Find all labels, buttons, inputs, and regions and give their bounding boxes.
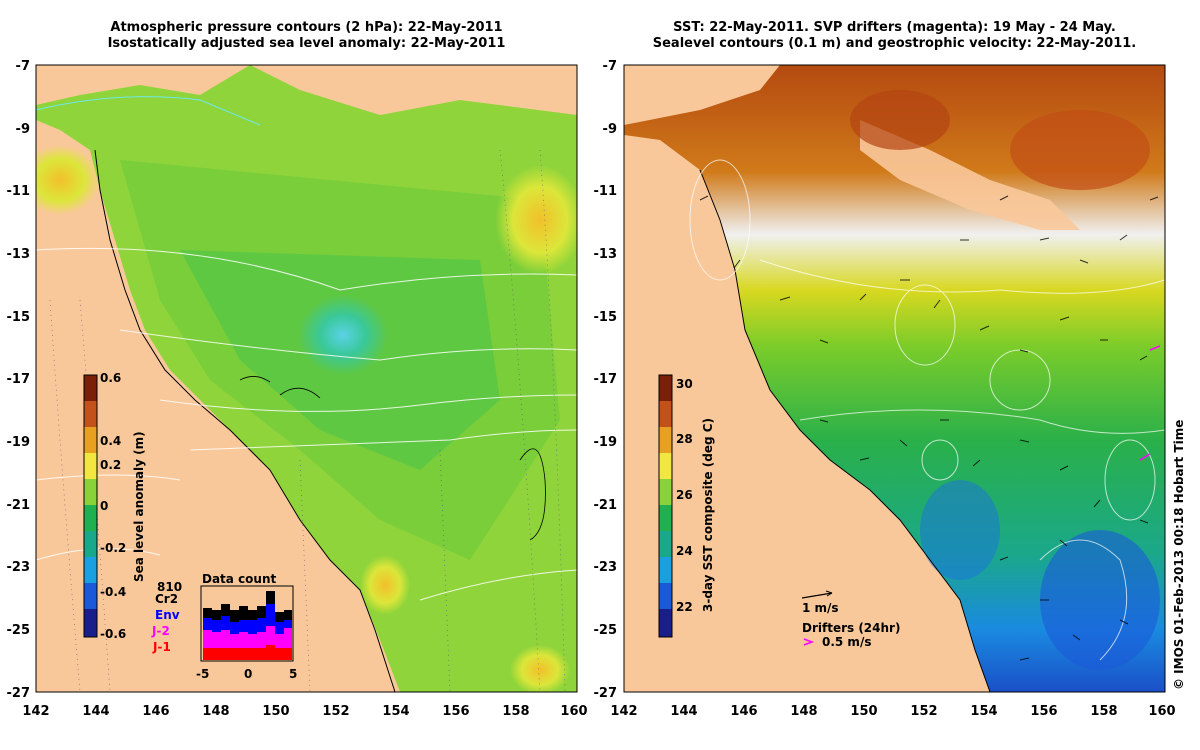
right-cbar-label: 3-day SST composite (deg C) [701,418,715,612]
left-cbar-tick-2: 0.2 [100,458,121,472]
svg-text:148: 148 [202,704,229,719]
svg-text:-17: -17 [594,372,618,387]
drifters-speed-label: 0.5 m/s [822,635,871,649]
left-colorbar: 0.6 0.4 0.2 0 -0.2 -0.4 -0.6 Sea level a… [83,371,146,641]
source-j2: J-2 [151,624,170,638]
drifters-legend-label: Drifters (24hr) [802,621,900,635]
left-map-title: Atmospheric pressure contours (2 hPa): 2… [36,20,577,52]
left-cbar-tick-5: -0.4 [100,585,126,599]
svg-text:160: 160 [560,704,587,719]
right-lon-axis: 142 144 146 148 150 152 154 156 158 160 [610,704,1175,719]
svg-text:-15: -15 [7,310,31,325]
svg-text:-25: -25 [594,623,618,638]
svg-text:-19: -19 [594,435,618,450]
svg-text:158: 158 [502,704,529,719]
left-cbar-tick-0: 0.6 [100,371,121,385]
svg-text:-7: -7 [603,59,617,74]
right-cbar-tick-1: 28 [676,432,693,446]
velocity-legend: 1 m/s Drifters (24hr) 0.5 m/s [801,590,900,649]
svg-text:160: 160 [1148,704,1175,719]
svg-text:-11: -11 [594,184,618,199]
svg-text:150: 150 [262,704,289,719]
svg-text:146: 146 [730,704,757,719]
right-lat-axis: -7 -9 -11 -13 -15 -17 -19 -21 -23 -25 -2… [594,59,618,701]
left-cbar-tick-6: -0.6 [100,627,126,641]
velocity-legend-label: 1 m/s [802,601,839,615]
svg-text:156: 156 [1030,704,1057,719]
right-cbar-tick-0: 30 [676,377,693,391]
svg-text:-19: -19 [7,435,31,450]
source-j1: J-1 [152,640,171,654]
svg-text:142: 142 [610,704,637,719]
left-cbar-label: Sea level anomaly (m) [132,431,146,582]
pressure-contours [36,247,577,601]
left-title-line2: Isostatically adjusted sea level anomaly… [107,36,506,51]
svg-text:-7: -7 [16,59,30,74]
data-count-xtick-1: 0 [244,667,252,681]
svg-text:156: 156 [442,704,469,719]
right-colorbar: 30 28 26 24 22 3-day SST composite (deg … [658,374,715,638]
left-cbar-tick-4: -0.2 [100,541,126,555]
left-lon-axis: 142 144 146 148 150 152 154 156 158 160 [22,704,587,719]
right-title-line1: SST: 22-May-2011. SVP drifters (magenta)… [673,20,1116,35]
svg-text:-21: -21 [7,498,31,513]
svg-text:-17: -17 [7,372,31,387]
right-cbar-tick-4: 22 [676,600,693,614]
left-title-line1: Atmospheric pressure contours (2 hPa): 2… [110,20,503,35]
svg-text:158: 158 [1090,704,1117,719]
left-lat-axis: -7 -9 -11 -13 -15 -17 -19 -21 -23 -25 -2… [7,59,31,701]
data-count-title: Data count [202,572,277,586]
source-cr2: Cr2 [155,592,178,606]
svg-text:-25: -25 [7,623,31,638]
svg-text:152: 152 [910,704,937,719]
svg-text:148: 148 [790,704,817,719]
svg-text:-23: -23 [7,560,31,575]
svg-text:-15: -15 [594,310,618,325]
copyright-text: © IMOS 01-Feb-2013 00:18 Hobart Time [1172,419,1186,690]
svg-text:144: 144 [82,704,109,719]
left-cbar-tick-3: 0 [100,499,108,513]
svg-text:154: 154 [382,704,409,719]
svg-text:152: 152 [322,704,349,719]
right-map [624,65,1165,692]
svg-text:-9: -9 [603,122,617,137]
right-cbar-tick-2: 26 [676,488,693,502]
right-map-title: SST: 22-May-2011. SVP drifters (magenta)… [624,20,1165,52]
source-810: 810 [157,580,182,594]
source-env: Env [155,608,180,622]
right-title-line2: Sealevel contours (0.1 m) and geostrophi… [652,36,1137,51]
svg-text:-13: -13 [594,247,618,262]
svg-text:-9: -9 [16,122,30,137]
svg-text:154: 154 [970,704,997,719]
svg-text:-21: -21 [594,498,618,513]
right-cbar-tick-3: 24 [676,544,693,558]
svg-text:-13: -13 [7,247,31,262]
geostrophic-velocity-arrows [699,195,1159,661]
svg-text:-23: -23 [594,560,618,575]
svg-text:150: 150 [850,704,877,719]
data-count-xtick-2: 5 [289,667,297,681]
svg-text:144: 144 [670,704,697,719]
svg-text:-27: -27 [7,686,31,701]
svg-text:-11: -11 [7,184,31,199]
data-count-xtick-0: -5 [196,667,209,681]
svg-text:-27: -27 [594,686,618,701]
left-cbar-tick-1: 0.4 [100,434,121,448]
left-map [36,65,577,692]
data-count-inset: 810 Cr2 Env J-2 J-1 Data count -5 0 5 [151,572,297,681]
svg-text:142: 142 [22,704,49,719]
sealevel-contours [689,159,1165,661]
svg-text:146: 146 [142,704,169,719]
